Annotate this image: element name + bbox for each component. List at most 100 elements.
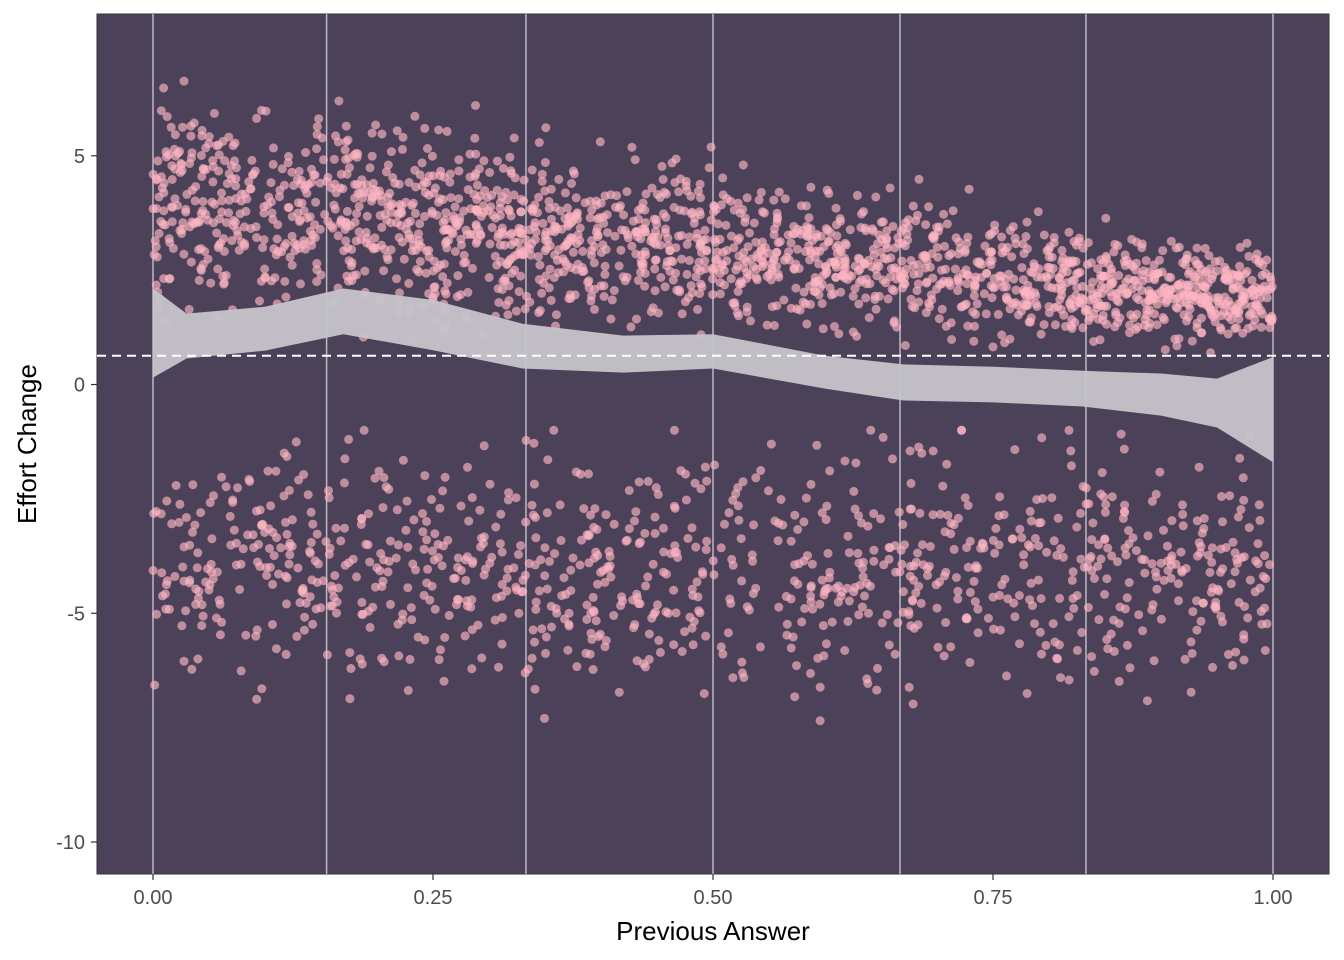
data-point bbox=[1160, 283, 1170, 293]
data-point bbox=[1105, 279, 1115, 289]
data-point bbox=[745, 228, 754, 238]
data-point bbox=[467, 664, 477, 674]
data-point bbox=[630, 155, 640, 165]
data-point bbox=[1214, 293, 1224, 302]
data-point bbox=[203, 564, 213, 574]
data-point bbox=[694, 606, 704, 616]
data-point bbox=[480, 186, 490, 195]
data-point bbox=[668, 275, 678, 285]
data-point bbox=[1041, 640, 1051, 650]
data-point bbox=[392, 126, 402, 136]
data-point bbox=[1244, 251, 1254, 261]
data-point bbox=[643, 572, 653, 582]
data-point bbox=[271, 644, 281, 654]
data-point bbox=[149, 250, 159, 260]
data-point bbox=[491, 522, 501, 532]
data-point bbox=[852, 331, 862, 341]
data-point bbox=[906, 256, 916, 265]
data-point bbox=[1064, 227, 1074, 237]
data-point bbox=[1021, 232, 1031, 241]
data-point bbox=[427, 495, 436, 504]
data-point bbox=[503, 495, 513, 505]
data-point bbox=[816, 231, 826, 241]
data-point bbox=[869, 556, 879, 566]
data-point bbox=[227, 236, 237, 246]
data-point bbox=[571, 193, 581, 203]
data-point bbox=[700, 225, 710, 235]
data-point bbox=[1231, 647, 1241, 657]
data-point bbox=[887, 284, 897, 294]
data-point bbox=[1141, 256, 1151, 266]
data-point bbox=[441, 238, 450, 248]
data-point bbox=[213, 264, 223, 274]
data-point bbox=[1081, 483, 1091, 493]
data-point bbox=[438, 486, 448, 496]
data-point bbox=[217, 472, 226, 482]
data-point bbox=[1056, 544, 1066, 554]
data-point bbox=[467, 493, 477, 503]
data-point bbox=[152, 609, 161, 619]
data-point bbox=[433, 539, 443, 549]
data-point bbox=[444, 610, 454, 620]
data-point bbox=[981, 309, 991, 319]
data-point bbox=[684, 256, 694, 265]
data-point bbox=[704, 163, 714, 173]
data-point bbox=[330, 571, 340, 580]
data-point bbox=[284, 151, 293, 161]
data-point bbox=[817, 299, 827, 308]
data-point bbox=[909, 623, 919, 633]
data-point bbox=[609, 611, 619, 620]
data-point bbox=[1036, 518, 1046, 527]
data-point bbox=[456, 234, 466, 244]
data-point bbox=[914, 581, 924, 591]
data-point bbox=[1223, 649, 1233, 659]
data-point bbox=[1199, 514, 1209, 523]
data-point bbox=[1070, 318, 1080, 327]
data-point bbox=[312, 122, 322, 132]
data-point bbox=[554, 245, 564, 255]
data-point bbox=[843, 616, 853, 626]
data-point bbox=[1096, 489, 1106, 499]
data-point bbox=[1064, 612, 1074, 622]
data-point bbox=[568, 247, 578, 257]
data-point bbox=[545, 556, 554, 566]
data-point bbox=[1125, 328, 1134, 338]
data-point bbox=[436, 645, 445, 655]
data-point bbox=[402, 496, 412, 506]
data-point bbox=[371, 120, 381, 130]
data-point bbox=[896, 545, 906, 555]
data-point bbox=[352, 209, 362, 219]
data-point bbox=[1072, 645, 1082, 655]
data-point bbox=[446, 193, 456, 203]
data-point bbox=[632, 314, 641, 324]
data-point bbox=[718, 173, 728, 183]
data-point bbox=[988, 342, 998, 352]
data-point bbox=[207, 197, 217, 207]
data-point bbox=[969, 576, 979, 586]
data-point bbox=[1205, 303, 1215, 313]
data-point bbox=[798, 297, 808, 307]
data-point bbox=[439, 676, 449, 686]
data-point bbox=[844, 548, 854, 558]
data-point bbox=[506, 240, 516, 250]
data-point bbox=[821, 515, 831, 525]
data-point bbox=[537, 169, 547, 179]
data-point bbox=[865, 279, 875, 289]
data-point bbox=[1058, 552, 1068, 562]
data-point bbox=[863, 521, 873, 531]
data-point bbox=[1184, 269, 1193, 279]
data-point bbox=[501, 300, 511, 310]
data-point bbox=[774, 187, 784, 197]
data-point bbox=[609, 286, 619, 295]
data-point bbox=[878, 217, 888, 227]
data-point bbox=[603, 228, 612, 238]
data-point bbox=[590, 304, 599, 314]
data-point bbox=[1043, 281, 1053, 291]
data-point bbox=[972, 299, 982, 309]
data-point bbox=[963, 562, 973, 572]
data-point bbox=[398, 455, 408, 465]
data-point bbox=[401, 525, 411, 535]
data-point bbox=[1200, 243, 1210, 253]
data-point bbox=[468, 558, 477, 568]
data-point bbox=[1107, 551, 1117, 561]
